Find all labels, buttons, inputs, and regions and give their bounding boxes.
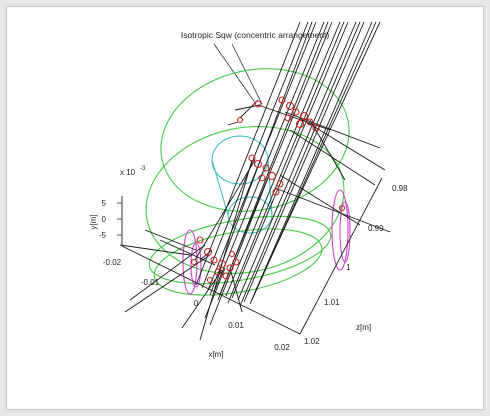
x-tick-label: -0.02: [103, 258, 122, 267]
y-tick-label: -5: [99, 231, 107, 240]
x-tick-label: 0.01: [228, 321, 244, 330]
x-tick-label: 0: [194, 299, 199, 308]
figure-frame: [6, 6, 484, 410]
z-axis: 0.98 0.99 1 1.01 1.02 z[m]: [304, 184, 408, 346]
x-axis-line: [121, 245, 301, 335]
figure-title: Isotropic Sqw (concentric arrangement): [181, 30, 330, 40]
x-tick-label: -0.01: [141, 278, 160, 287]
ray-bundle: [195, 21, 381, 307]
y-axis-label: y[m]: [89, 214, 98, 229]
scatter-points: [190, 96, 346, 284]
z-axis-line: [299, 177, 383, 335]
z-tick-label: 1.01: [324, 298, 340, 307]
z-tick-label: 1: [346, 263, 351, 272]
y-axis-exponent: x 10: [120, 168, 136, 177]
end-caps: [182, 189, 351, 295]
z-tick-label: 0.99: [368, 224, 384, 233]
title-pointer-2: [231, 43, 263, 105]
z-tick-label: 0.98: [392, 184, 408, 193]
y-tick-label: 0: [102, 215, 107, 224]
y-tick-label: 5: [102, 199, 107, 208]
axes-box: [121, 177, 383, 335]
y-axis-exponent-power: -3: [140, 166, 146, 172]
title-pointer-1: [213, 43, 257, 105]
x-axis: -0.02 -0.01 0 0.01 0.02 x[m]: [103, 258, 290, 359]
x-axis-label: x[m]: [208, 350, 223, 359]
z-axis-label: z[m]: [356, 323, 371, 332]
y-axis: x 10 -3 5 0 -5 y[m]: [89, 166, 146, 240]
x-tick-label: 0.02: [274, 343, 290, 352]
z-tick-label: 1.02: [304, 337, 320, 346]
